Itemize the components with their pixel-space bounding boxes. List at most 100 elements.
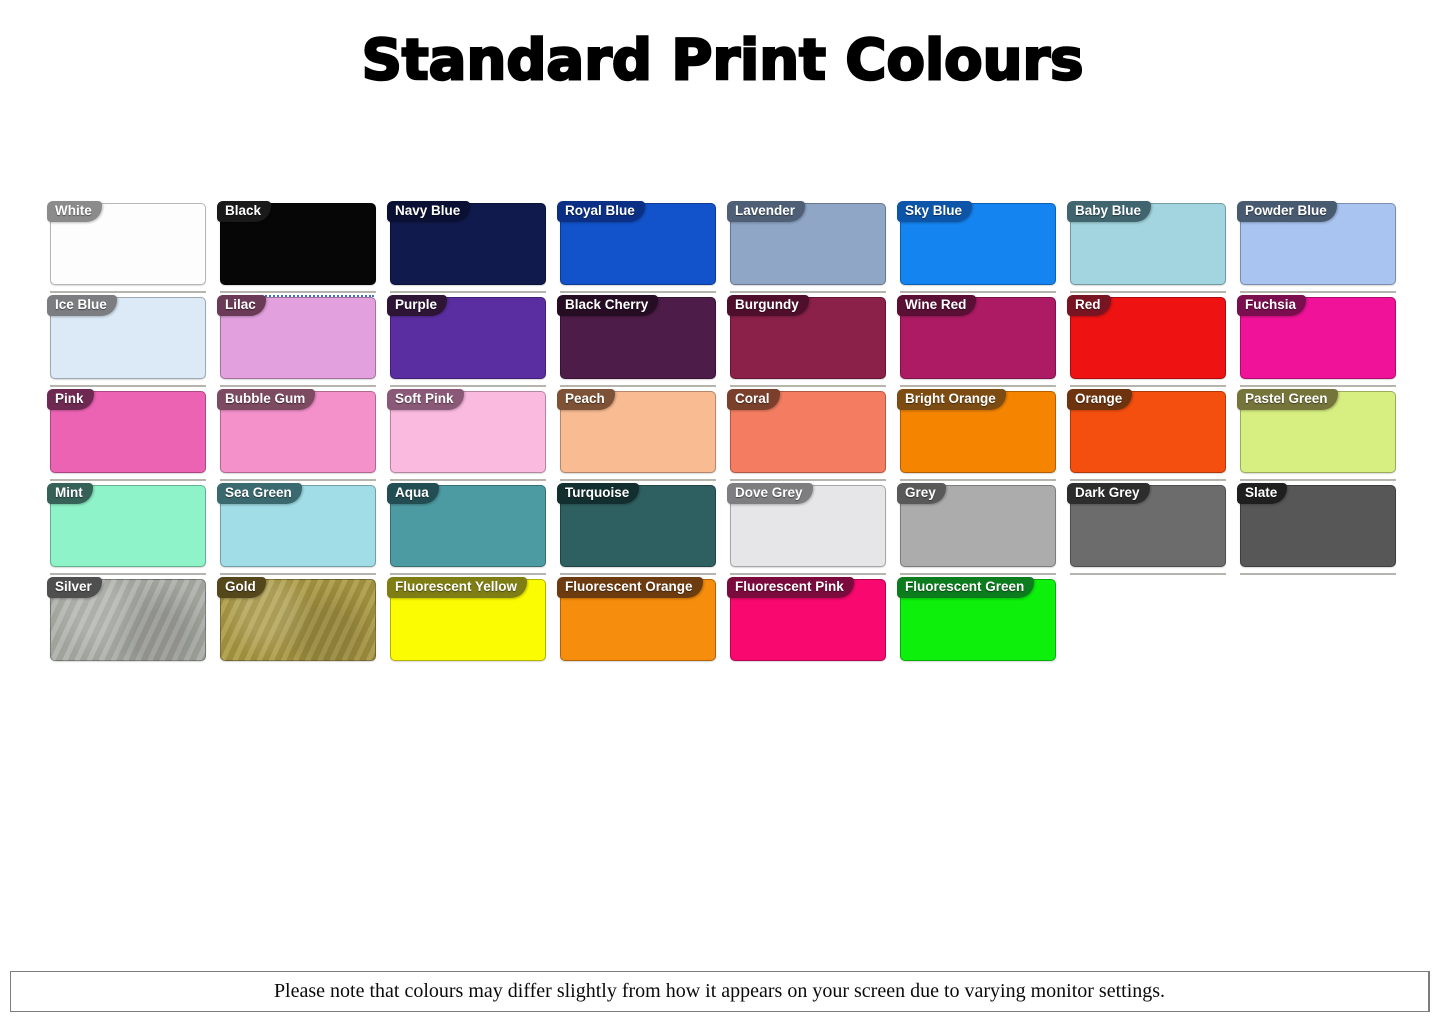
color-swatch: Silver [47,577,206,661]
swatch-label: Bright Orange [897,389,1006,410]
swatch-label: Burgundy [727,295,809,316]
swatch-label: Pastel Green [1237,389,1338,410]
color-swatch: Royal Blue [557,201,716,285]
color-swatch: Orange [1067,389,1226,473]
swatch-label: Slate [1237,483,1288,504]
color-swatch: Sea Green [217,483,376,567]
color-swatch: Bubble Gum [217,389,376,473]
swatch-label: Ice Blue [47,295,117,316]
swatch-label: Black [217,201,272,222]
swatch-cell: Turquoise [557,483,716,575]
color-swatch: Ice Blue [47,295,206,379]
color-swatch: Coral [727,389,886,473]
color-swatch: Burgundy [727,295,886,379]
swatch-label: Baby Blue [1067,201,1152,222]
swatch-label: Royal Blue [557,201,645,222]
swatch-cell: Wine Red [897,295,1056,387]
swatch-label: Fluorescent Yellow [387,577,528,598]
palette-row: Pink Bubble Gum Soft Pink Peach Coral Bright … [47,389,1410,485]
swatch-cell: Black Cherry [557,295,716,387]
swatch-cell: Purple [387,295,546,387]
color-swatch: Black [217,201,376,285]
swatch-cell: Soft Pink [387,389,546,481]
swatch-cell: Lavender [727,201,886,293]
color-swatch: Powder Blue [1237,201,1396,285]
swatch-label: Peach [557,389,615,410]
swatch-label: Bubble Gum [217,389,316,410]
swatch-cell: Navy Blue [387,201,546,293]
swatch-cell: Powder Blue [1237,201,1396,293]
swatch-cell: Silver [47,577,206,667]
swatch-label: Dove Grey [727,483,813,504]
color-swatch: Grey [897,483,1056,567]
swatch-cell: Coral [727,389,886,481]
palette-row: Mint Sea Green Aqua Turquoise Dove Grey Grey D… [47,483,1410,579]
footer-note-text: Please note that colours may differ slig… [273,980,1166,1002]
color-swatch: Bright Orange [897,389,1056,473]
swatch-label: Fluorescent Green [897,577,1035,598]
swatch-label: Silver [47,577,102,598]
swatch-cell: Red [1067,295,1226,387]
swatch-cell: Ice Blue [47,295,206,387]
color-swatch: Fluorescent Yellow [387,577,546,661]
swatch-cell: Dark Grey [1067,483,1226,575]
swatch-cell: Bright Orange [897,389,1056,481]
swatch-cell: Peach [557,389,716,481]
color-swatch: Lavender [727,201,886,285]
swatch-cell: Dove Grey [727,483,886,575]
swatch-cell: Aqua [387,483,546,575]
swatch-label: Dark Grey [1067,483,1150,504]
swatch-cell: Sky Blue [897,201,1056,293]
swatch-label: White [47,201,102,222]
swatch-cell: White [47,201,206,293]
swatch-label: Gold [217,577,266,598]
color-swatch: Lilac [217,295,376,379]
color-swatch: Fluorescent Orange [557,577,716,661]
swatch-cell: Fluorescent Yellow [387,577,546,667]
page-title: Standard Print Colours [360,27,1084,95]
swatch-cell: Black [217,201,376,297]
color-swatch: Wine Red [897,295,1056,379]
swatch-label: Fluorescent Pink [727,577,854,598]
swatch-cell: Fluorescent Green [897,577,1056,667]
palette-row: White Black Navy Blue Royal Blue Lavender Sky… [47,201,1410,297]
color-swatch: White [47,201,206,285]
swatch-cell: Bubble Gum [217,389,376,481]
color-swatch: Turquoise [557,483,716,567]
footer-note-box: Please note that colours may differ slig… [10,971,1430,1012]
swatch-label: Fuchsia [1237,295,1307,316]
swatch-label: Wine Red [897,295,977,316]
swatch-cell: Fuchsia [1237,295,1396,387]
swatch-cell: Pink [47,389,206,481]
color-swatch: Slate [1237,483,1396,567]
swatch-label: Lilac [217,295,266,316]
color-swatch: Fluorescent Green [897,577,1056,661]
swatch-cell: Gold [217,577,376,667]
palette-row: Silver Gold Fluorescent Yellow Fluorescent … [47,577,1410,667]
palette-grid: White Black Navy Blue Royal Blue Lavender Sky… [47,201,1410,667]
swatch-cell: Sea Green [217,483,376,575]
color-swatch: Purple [387,295,546,379]
swatch-label: Black Cherry [557,295,659,316]
color-swatch: Pink [47,389,206,473]
swatch-label: Purple [387,295,448,316]
color-swatch: Gold [217,577,376,661]
swatch-cell: Burgundy [727,295,886,387]
swatch-label: Grey [897,483,946,504]
swatch-label: Powder Blue [1237,201,1337,222]
swatch-label: Navy Blue [387,201,471,222]
swatch-label: Turquoise [557,483,640,504]
swatch-label: Pink [47,389,94,410]
color-swatch: Peach [557,389,716,473]
swatch-label: Sky Blue [897,201,973,222]
swatch-cell: Royal Blue [557,201,716,293]
swatch-cell: Lilac [217,295,376,387]
swatch-cell: Orange [1067,389,1226,481]
color-swatch: Aqua [387,483,546,567]
swatch-cell: Grey [897,483,1056,575]
color-swatch: Baby Blue [1067,201,1226,285]
color-swatch: Fuchsia [1237,295,1396,379]
color-swatch: Black Cherry [557,295,716,379]
color-swatch: Red [1067,295,1226,379]
swatch-label: Fluorescent Orange [557,577,703,598]
